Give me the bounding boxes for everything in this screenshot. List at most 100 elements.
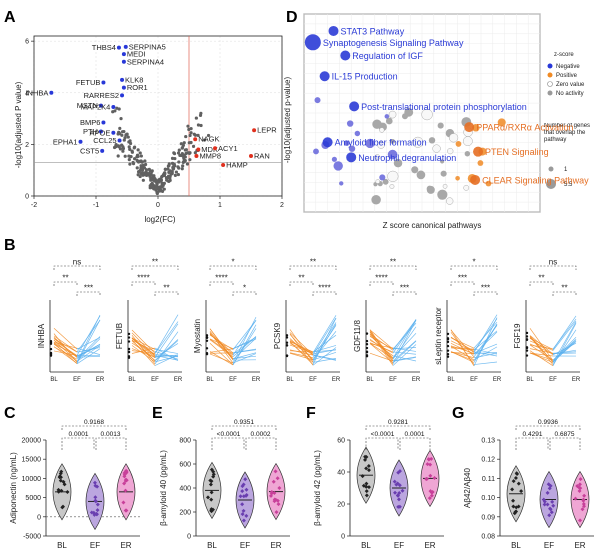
volcano-point-ns (132, 146, 136, 150)
ratio-point (549, 510, 554, 515)
ratio-bracket-ef-er (549, 437, 581, 450)
cyto-line-ef-er (392, 326, 417, 360)
abeta40-p-bl-er: 0.9351 (234, 419, 254, 426)
pathway-bubble-negative (331, 156, 337, 162)
volcano-point-serpina4 (121, 59, 126, 64)
volcano-point-ns (171, 167, 175, 171)
cyto-bl-point (365, 342, 369, 346)
adiponectin-point (60, 504, 65, 509)
abeta42-point (393, 490, 398, 495)
abeta42-xtick-label: EF (394, 541, 404, 550)
cyto-bl-point (205, 336, 209, 339)
volcano-point-ns (127, 145, 131, 149)
cyto-line-bl-ef (53, 342, 78, 357)
cyto-sig-label: * (472, 258, 475, 267)
cyto-bl-point (127, 347, 131, 351)
volcano-point-ns (150, 169, 154, 174)
cyto-line-bl-ef (529, 350, 554, 367)
volcano-point-ns (177, 160, 181, 164)
pathway-bubble-other (442, 183, 448, 189)
abeta42-xtick-label: ER (424, 541, 435, 550)
cyto-bl-point (285, 334, 289, 337)
adiponectin-point (65, 489, 70, 494)
ratio-point (514, 471, 519, 476)
cyto-xtick-label: EF (229, 377, 237, 383)
volcano-point-ns (160, 183, 164, 188)
cyto-line-bl-ef (450, 345, 475, 354)
adiponectin-xtick-label: BL (57, 541, 67, 550)
cyto-line-ef-er (473, 323, 498, 361)
legend-size-title: Number of genes that overlap the pathway (544, 123, 591, 143)
abeta40-ytick-label: 400 (179, 486, 191, 493)
abeta40-point (208, 482, 213, 487)
cyto-sig-bracket (154, 291, 179, 296)
cyto-line-ef-er (76, 347, 101, 355)
cyto-line-bl-ef (369, 329, 394, 350)
cyto-line-ef-er (552, 329, 577, 365)
volcano-point-ns (128, 162, 132, 166)
cyto-line-ef-er (392, 319, 417, 359)
abeta40-point (240, 502, 245, 507)
volcano-point-ns (148, 186, 152, 190)
ratio-bracket-bl-ef (515, 437, 549, 450)
ratio-point (514, 505, 519, 510)
volcano-point-thbs4 (116, 45, 121, 50)
adiponectin-ytick-label: -5000 (23, 534, 41, 541)
pathway-bubble-other (440, 159, 445, 164)
abeta42-ylabel: β-amyloid 42 (pg/mL) (313, 450, 322, 526)
volcano-point-ns (155, 182, 159, 186)
pathway-bubble-other (390, 139, 396, 144)
cyto-line-ef-er (154, 339, 179, 361)
cyto-sig-label: ns (73, 258, 81, 267)
cyto-line-ef-er (154, 323, 179, 358)
volcano-point-ns (168, 169, 172, 173)
volcano-label-acy1: ACY1 (218, 144, 238, 153)
volcano-point-ns (166, 164, 170, 168)
cyto-line-ef-er (232, 320, 257, 350)
cyto-line-ef-er (392, 340, 417, 362)
ratio-point (510, 487, 515, 492)
volcano-point-ccl25 (117, 138, 122, 143)
adiponectin-point (124, 470, 129, 475)
volcano-point-pth (98, 129, 103, 134)
cyto-bl-point (446, 349, 450, 352)
volcano-point-ran (249, 154, 253, 158)
abeta40-point (244, 513, 249, 518)
pathway-bubble-other (437, 122, 444, 129)
volcano-point-ns (187, 151, 191, 155)
cyto-bl-point (127, 332, 131, 336)
abeta42-point (400, 488, 405, 493)
pathway-bubble-other (447, 147, 454, 155)
cyto-line-bl-ef (529, 340, 554, 351)
volcano-label-ran: RAN (254, 152, 270, 161)
pathway-bubble-positive (497, 118, 506, 127)
cyto-bl-point (365, 339, 369, 343)
volcano-point-ns (163, 171, 167, 175)
abeta42-point (428, 473, 433, 478)
panel-label-d: D (286, 9, 298, 26)
legend-negative: Negative (556, 64, 580, 70)
abeta40-point (210, 507, 215, 512)
legend-zero-marker (547, 81, 553, 87)
cyto-line-bl-ef (53, 341, 78, 349)
volcano-point-ns (165, 176, 170, 180)
cyto-line-bl-ef (53, 346, 78, 360)
cyto-line-ef-er (232, 320, 257, 356)
cyto-sig-bracket (131, 281, 156, 286)
adiponectin-bracket-ef-er (95, 437, 127, 450)
adiponectin-xtick-label: EF (90, 541, 100, 550)
panel-label-b: B (4, 237, 16, 254)
cyto-sig-bracket (392, 291, 417, 296)
abeta40-point (243, 477, 248, 482)
pathway-bubble-other (421, 108, 433, 121)
cyto-sig-label: * (231, 258, 234, 267)
pathway-bubble-positive (455, 141, 462, 147)
volcano-point-ns (150, 181, 154, 185)
cyto-line-ef-er (473, 352, 498, 359)
ratio-point (577, 482, 582, 487)
legend-size-small-label: 1 (564, 167, 568, 173)
pathway-bubble-other (387, 170, 399, 182)
volcano-point-ns (138, 151, 142, 155)
abeta40-point (273, 469, 278, 474)
volcano-point-ns (160, 189, 165, 194)
